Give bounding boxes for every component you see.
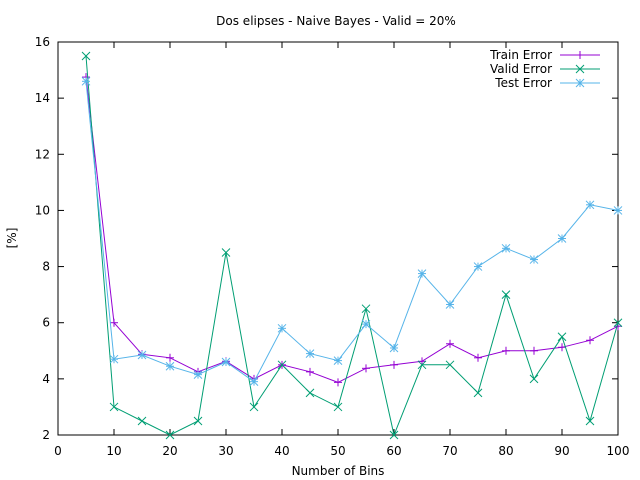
data-point — [277, 323, 287, 333]
x-tick-label: 60 — [386, 444, 401, 458]
x-tick-label: 50 — [330, 444, 345, 458]
data-point — [445, 360, 455, 370]
data-point — [334, 378, 342, 387]
y-tick-label: 14 — [35, 91, 50, 105]
data-point — [81, 51, 91, 61]
y-tick-label: 8 — [42, 260, 50, 274]
data-point — [193, 370, 203, 379]
data-point — [585, 416, 595, 426]
data-point — [501, 243, 511, 253]
data-point — [558, 343, 566, 352]
data-point — [576, 51, 584, 59]
data-point — [109, 402, 119, 412]
x-tick-label: 80 — [498, 444, 513, 458]
series-line — [85, 55, 619, 437]
x-tick-label: 70 — [442, 444, 457, 458]
plot-frame — [57, 41, 619, 436]
data-point — [362, 364, 370, 373]
data-point — [137, 350, 147, 360]
data-point — [390, 360, 398, 369]
axes: 0 10 20 30 40 50 60 70 80 90 100 2 4 6 8 10 12 14 16 — [35, 35, 630, 458]
data-point — [557, 332, 567, 342]
series-train-error — [82, 73, 622, 387]
legend-label: Train Error — [489, 48, 552, 62]
data-point — [277, 360, 287, 370]
data-point — [109, 354, 119, 364]
data-point — [221, 357, 231, 367]
data-point — [585, 200, 595, 210]
data-point — [613, 318, 623, 328]
legend-label: Test Error — [494, 76, 552, 90]
y-tick-label: 2 — [42, 428, 50, 442]
data-point — [445, 300, 455, 309]
series-line — [85, 81, 619, 383]
data-point — [81, 76, 91, 86]
data-point — [361, 319, 371, 329]
series-valid-error — [81, 51, 623, 440]
legend-item: Valid Error — [490, 62, 600, 76]
x-tick-label: 20 — [162, 444, 177, 458]
data-point — [530, 346, 538, 355]
data-point — [165, 361, 175, 371]
data-point — [446, 339, 454, 348]
data-point — [474, 353, 482, 362]
data-point — [529, 255, 539, 264]
data-point — [575, 64, 585, 74]
y-axis-label: [%] — [5, 228, 19, 249]
x-tick-label: 90 — [554, 444, 569, 458]
data-point — [473, 262, 483, 271]
data-point — [473, 388, 483, 398]
y-tick-label: 6 — [42, 316, 50, 330]
series-line — [85, 77, 619, 383]
data-point — [306, 367, 314, 376]
data-point — [333, 356, 343, 365]
data-point — [613, 206, 623, 215]
data-point — [501, 290, 511, 299]
data-point — [166, 353, 174, 362]
data-point — [361, 304, 371, 314]
x-tick-label: 10 — [106, 444, 121, 458]
data-point — [389, 343, 399, 353]
data-point — [305, 388, 315, 398]
x-tick-label: 0 — [54, 444, 62, 458]
data-point — [305, 349, 315, 358]
data-point — [137, 416, 147, 426]
data-point — [502, 346, 510, 355]
x-axis-label: Number of Bins — [292, 464, 385, 478]
y-tick-label: 10 — [35, 203, 50, 217]
data-point — [557, 234, 567, 243]
data-point — [249, 402, 259, 412]
data-point — [193, 416, 203, 426]
chart-title: Dos elipses - Naive Bayes - Valid = 20% — [216, 14, 456, 28]
data-point — [333, 402, 343, 412]
data-point — [586, 336, 594, 345]
y-tick-label: 4 — [42, 372, 50, 386]
x-tick-label: 100 — [607, 444, 630, 458]
legend-item: Test Error — [494, 76, 600, 90]
series-layer — [81, 51, 623, 440]
legend-label: Valid Error — [490, 62, 552, 76]
data-point — [165, 430, 175, 440]
y-tick-label: 12 — [35, 147, 50, 161]
data-point — [529, 374, 539, 384]
data-point — [389, 430, 399, 440]
data-point — [249, 377, 259, 387]
data-point — [575, 78, 585, 88]
data-point — [417, 269, 427, 278]
legend-item: Train Error — [489, 48, 600, 62]
data-point — [418, 357, 426, 366]
x-tick-label: 30 — [218, 444, 233, 458]
data-point — [221, 248, 231, 257]
x-tick-label: 40 — [274, 444, 289, 458]
series-test-error — [81, 76, 623, 387]
data-point — [417, 360, 427, 370]
data-point — [110, 318, 118, 327]
y-tick-label: 16 — [35, 35, 50, 49]
